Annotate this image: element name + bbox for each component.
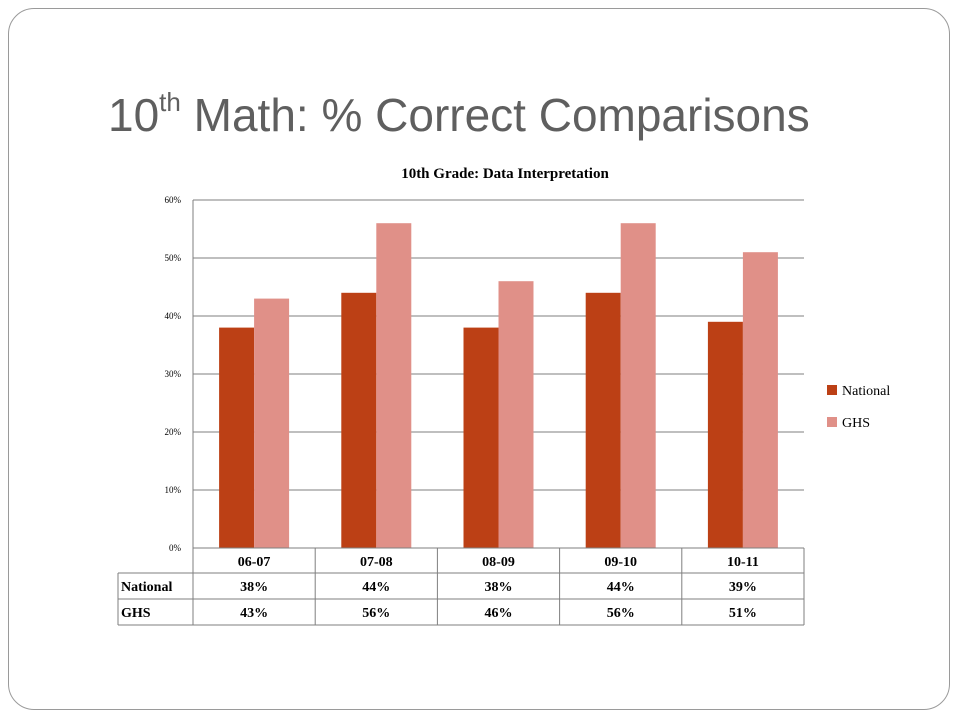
category-label: 10-11 bbox=[727, 555, 759, 570]
data-label: 43% bbox=[240, 606, 268, 621]
category-label: 06-07 bbox=[238, 555, 271, 570]
data-label: 56% bbox=[362, 606, 390, 621]
category-label: 09-10 bbox=[604, 555, 637, 570]
slide-title: 10th Math: % Correct Comparisons bbox=[108, 80, 928, 150]
y-tick-label: 50% bbox=[165, 253, 182, 263]
category-label: 07-08 bbox=[360, 555, 393, 570]
chart-title: 10th Grade: Data Interpretation bbox=[401, 166, 609, 182]
data-label: 38% bbox=[240, 580, 268, 595]
bar-ghs-08-09 bbox=[498, 281, 534, 548]
title-rest: Math: % Correct Comparisons bbox=[180, 89, 810, 141]
y-tick-label: 60% bbox=[165, 195, 182, 205]
legend-label: GHS bbox=[842, 416, 870, 431]
bar-national-08-09 bbox=[463, 327, 499, 548]
data-label: 46% bbox=[485, 606, 513, 621]
bar-ghs-10-11 bbox=[742, 252, 778, 548]
y-tick-label: 30% bbox=[165, 369, 182, 379]
y-tick-label: 20% bbox=[165, 427, 182, 437]
data-label: 56% bbox=[607, 606, 635, 621]
bar-ghs-09-10 bbox=[620, 223, 656, 548]
legend-swatch bbox=[827, 385, 837, 395]
table-row-header: National bbox=[121, 580, 172, 595]
bar-ghs-07-08 bbox=[376, 223, 412, 548]
data-label: 44% bbox=[607, 580, 635, 595]
data-label: 38% bbox=[485, 580, 513, 595]
legend-swatch bbox=[827, 417, 837, 427]
y-tick-label: 10% bbox=[165, 485, 182, 495]
bar-national-09-10 bbox=[585, 292, 621, 548]
data-label: 51% bbox=[729, 606, 757, 621]
bar-national-10-11 bbox=[707, 321, 743, 548]
bar-national-07-08 bbox=[341, 292, 377, 548]
y-tick-label: 40% bbox=[165, 311, 182, 321]
category-label: 08-09 bbox=[482, 555, 515, 570]
bar-national-06-07 bbox=[219, 327, 255, 548]
bar-ghs-06-07 bbox=[254, 298, 290, 548]
y-tick-label: 0% bbox=[169, 543, 182, 553]
data-label: 44% bbox=[362, 580, 390, 595]
legend-label: National bbox=[842, 384, 890, 399]
data-label: 39% bbox=[729, 580, 757, 595]
table-row-header: GHS bbox=[121, 606, 151, 621]
title-superscript: th bbox=[159, 87, 181, 117]
title-base: 10 bbox=[108, 89, 160, 141]
